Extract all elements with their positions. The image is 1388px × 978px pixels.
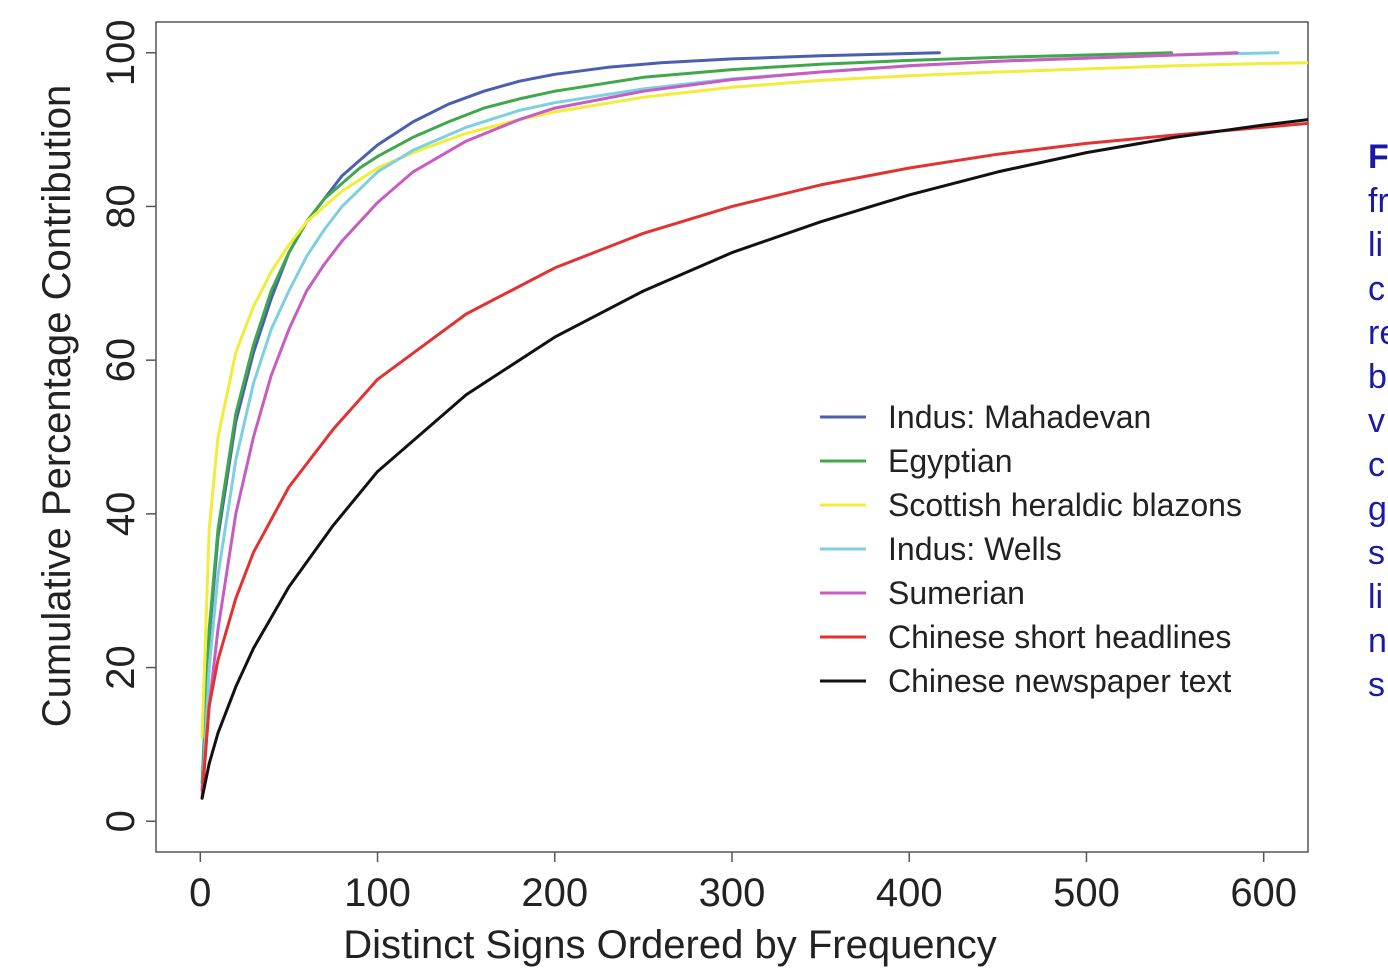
caption-line: re [1368, 314, 1388, 352]
x-tick-label: 500 [1053, 871, 1120, 915]
x-tick-label: 0 [189, 871, 211, 915]
series-line-scottish-heraldic-blazons [200, 61, 1308, 739]
x-axis-title: Distinct Signs Ordered by Frequency [343, 923, 997, 967]
legend-label-indus-mahadevan: Indus: Mahadevan [888, 399, 1151, 435]
caption-fragment: Ffrlicrebvcgslins [1368, 138, 1388, 704]
y-tick-label: 80 [99, 184, 143, 229]
legend: Indus: Mahadevan Egyptian Scottish heraldi… [820, 399, 1242, 699]
legend-label-chinese-newspaper-text: Chinese newspaper text [888, 663, 1231, 699]
series-lines [200, 51, 1308, 800]
legend-label-sumerian: Sumerian [888, 575, 1025, 611]
y-tick-label: 60 [99, 338, 143, 383]
x-tick-label: 300 [699, 871, 766, 915]
caption-line: c [1368, 270, 1385, 308]
x-axis: 0 100 200 300 400 500 600 [189, 852, 1297, 915]
x-tick-label: 100 [344, 871, 411, 915]
x-tick-label: 400 [876, 871, 943, 915]
caption-line: c [1368, 446, 1385, 484]
y-tick-label: 20 [99, 645, 143, 690]
caption-line: b [1368, 358, 1387, 396]
series-line-sumerian [200, 51, 1239, 792]
series-line-indus-mahadevan [200, 51, 941, 792]
caption-line: s [1368, 534, 1385, 572]
y-tick-label: 100 [99, 19, 143, 86]
series-line-chinese-short-headlines [200, 121, 1308, 800]
legend-label-chinese-short-headlines: Chinese short headlines [888, 619, 1231, 655]
caption-line: g [1368, 490, 1387, 528]
x-tick-label: 200 [521, 871, 588, 915]
legend-label-indus-wells: Indus: Wells [888, 531, 1062, 567]
y-tick-label: 40 [99, 492, 143, 537]
caption-line: s [1368, 666, 1385, 704]
y-axis-title: Cumulative Percentage Contribution [35, 85, 79, 728]
legend-label-scottish-heraldic-blazons: Scottish heraldic blazons [888, 487, 1242, 523]
caption-line: li [1368, 226, 1383, 264]
caption-line: n [1368, 622, 1387, 660]
legend-label-egyptian: Egyptian [888, 443, 1013, 479]
caption-line: v [1368, 402, 1385, 440]
caption-bold-letter: F [1368, 138, 1388, 176]
series-line-chinese-newspaper-text [200, 118, 1308, 800]
series-line-egyptian [200, 51, 1173, 785]
y-tick-label: 0 [99, 810, 143, 832]
caption-line: fr [1368, 182, 1388, 220]
y-axis: 0 20 40 60 80 100 [99, 19, 156, 832]
caption-line: li [1368, 578, 1383, 616]
x-tick-label: 600 [1230, 871, 1297, 915]
